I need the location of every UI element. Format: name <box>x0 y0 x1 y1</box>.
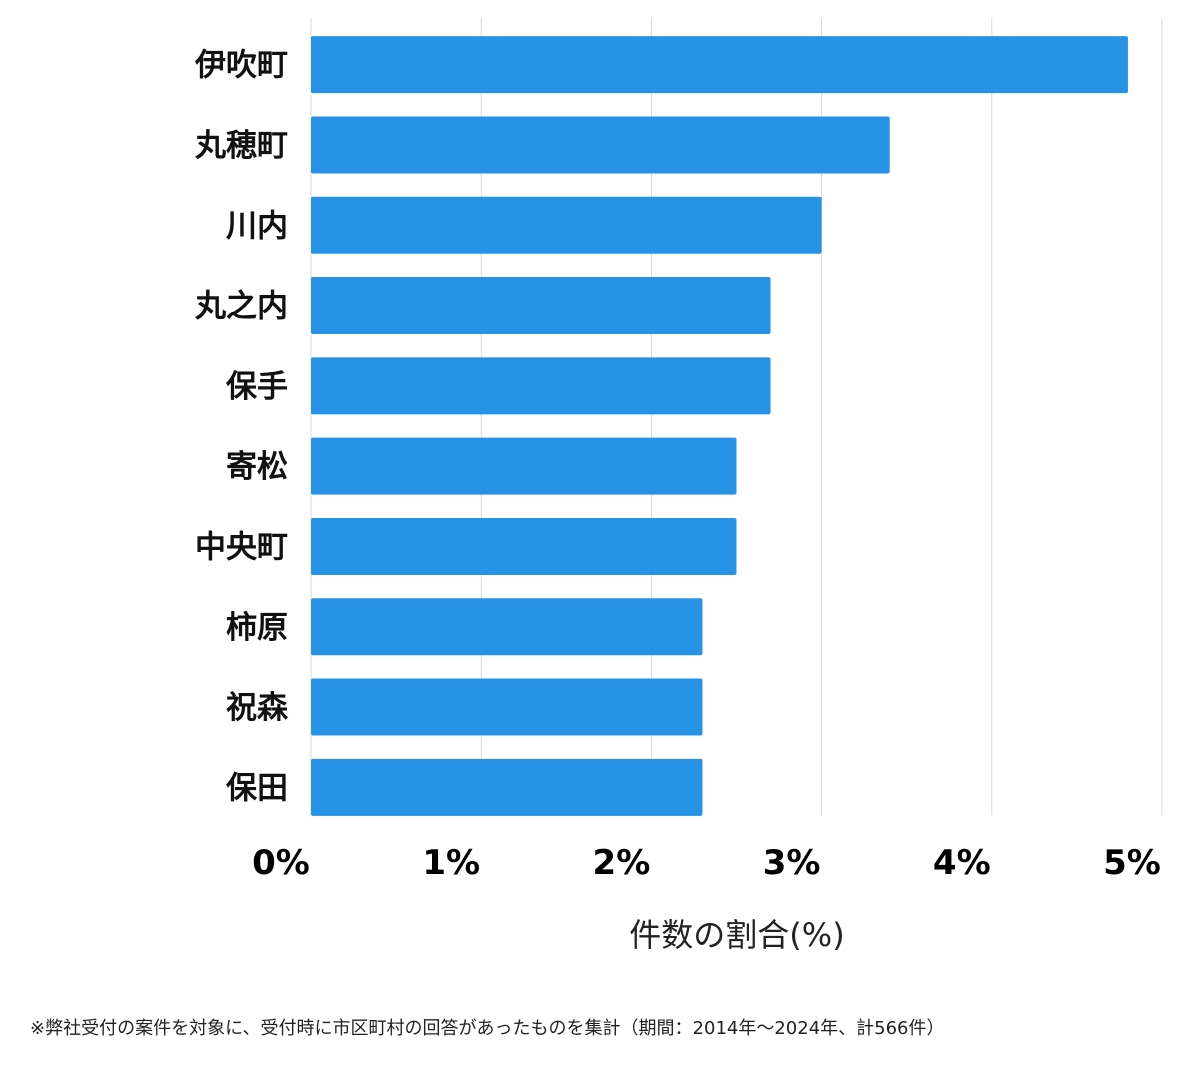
category-label-2: 川内 <box>226 208 288 244</box>
x-tick-label-2: 2% <box>593 843 651 883</box>
category-label-8: 祝森 <box>226 690 289 726</box>
x-tick-labels: 0% 1% 2% 3% 4% 5% <box>252 843 1161 883</box>
bar-1 <box>311 116 890 174</box>
bar-4 <box>311 357 771 415</box>
bars <box>311 36 1128 816</box>
bar-7 <box>311 598 703 656</box>
x-tick-label-4: 4% <box>933 843 991 883</box>
bar-5 <box>311 437 737 495</box>
category-label-0: 伊吹町 <box>194 48 288 84</box>
category-label-6: 中央町 <box>195 529 288 565</box>
category-label-4: 保手 <box>226 369 288 405</box>
category-label-5: 寄松 <box>226 449 288 485</box>
bar-9 <box>311 758 703 816</box>
x-axis-title: 件数の割合(%) <box>629 916 844 954</box>
category-label-1: 丸穂町 <box>194 128 288 164</box>
x-tick-label-5: 5% <box>1103 843 1161 883</box>
bar-8 <box>311 678 703 736</box>
x-tick-label-1: 1% <box>422 843 480 883</box>
bar-6 <box>311 517 737 575</box>
category-label-3: 丸之内 <box>194 289 288 325</box>
category-label-7: 柿原 <box>226 610 288 646</box>
bar-2 <box>311 196 822 254</box>
category-label-9: 保田 <box>226 770 288 806</box>
x-tick-label-3: 3% <box>763 843 821 883</box>
bar-3 <box>311 277 771 335</box>
x-tick-label-0: 0% <box>252 843 310 883</box>
footnote: ※弊社受付の案件を対象に、受付時に市区町村の回答があったものを集計（期間：201… <box>30 1018 945 1039</box>
bar-0 <box>311 36 1128 94</box>
